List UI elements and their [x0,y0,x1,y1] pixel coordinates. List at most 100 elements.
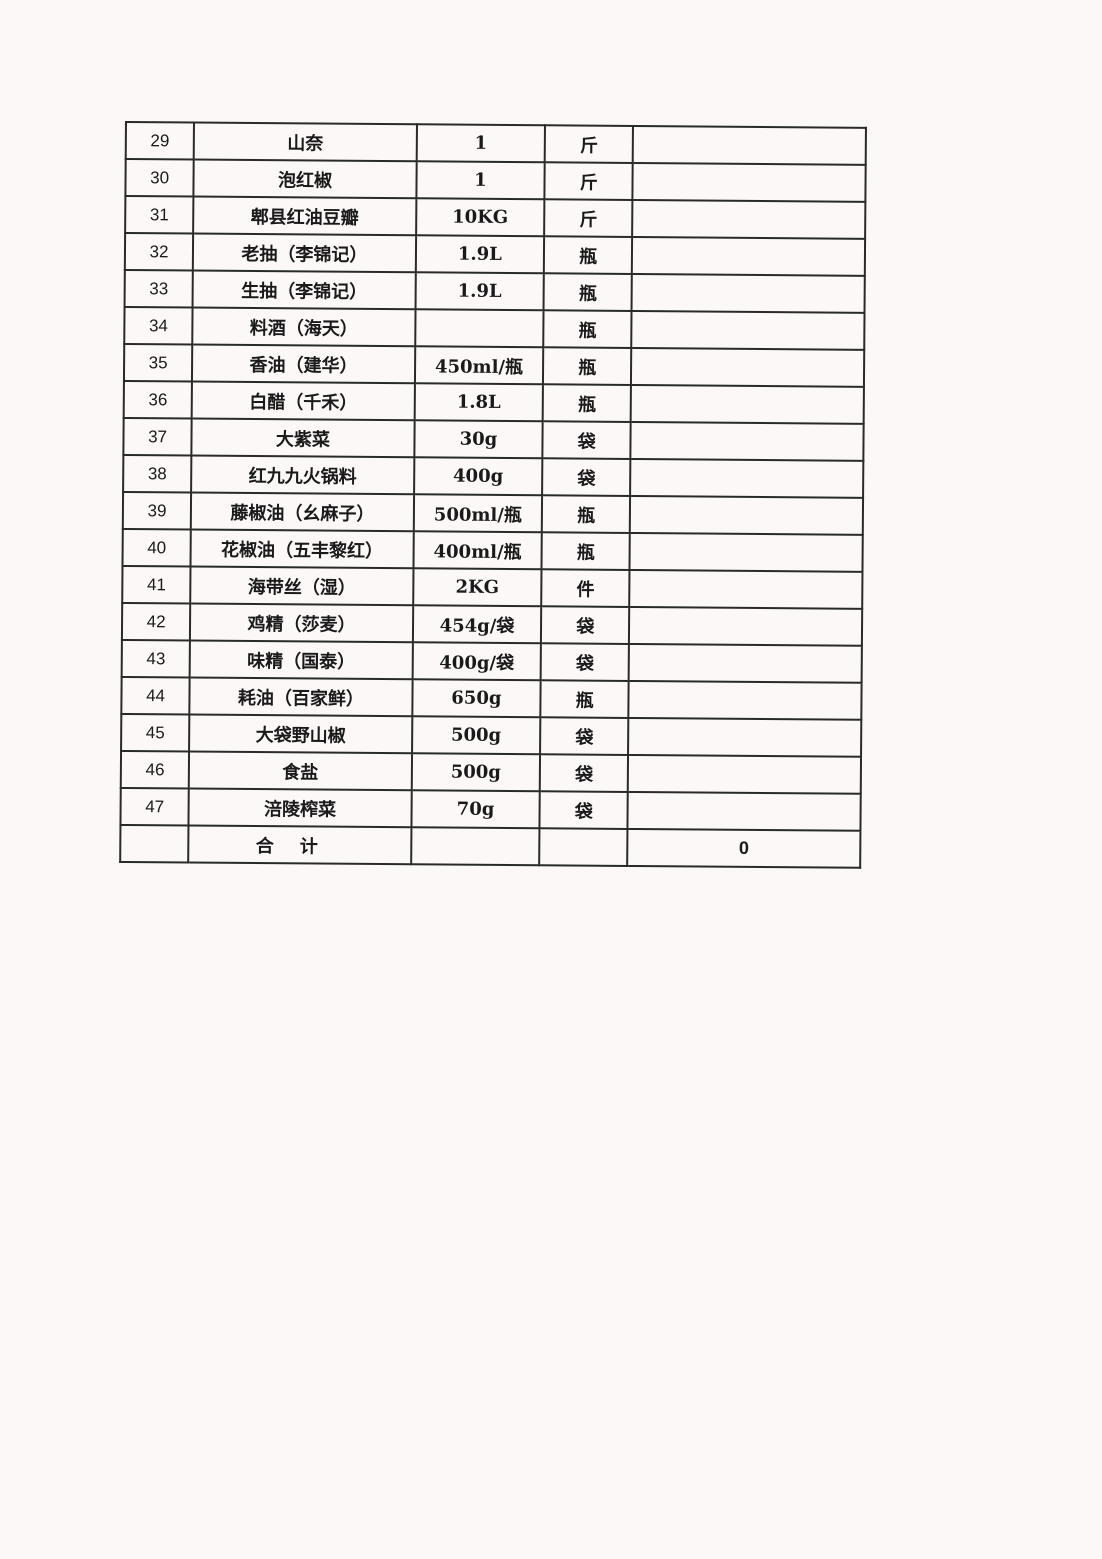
item-amount [630,384,864,424]
row-number: 39 [122,491,192,530]
item-unit: 瓶 [543,347,632,385]
item-unit: 袋 [539,791,629,829]
item-amount [628,754,862,794]
item-amount [631,347,865,387]
row-number: 35 [123,344,193,382]
item-spec: 2KG [412,568,542,607]
row-number: 37 [123,417,192,456]
item-name: 食盐 [188,751,412,791]
item-spec: 400ml/瓶 [413,531,542,570]
item-spec: 454g/袋 [412,605,542,644]
item-amount [632,162,866,202]
table-row: 45 大袋野山椒 500g 袋 [121,713,862,757]
item-name: 花椒油（五丰黎红） [190,529,414,569]
item-unit: 瓶 [543,273,633,311]
item-spec: 1 [416,161,545,200]
table-row: 46 食盐 500g 袋 [120,750,862,794]
item-spec: 1.8L [414,383,544,422]
row-number: 29 [125,122,195,160]
table-row: 37 大紫菜 30g 袋 [123,417,864,461]
total-spec-cell [410,827,540,866]
item-unit: 瓶 [541,495,631,533]
table-row: 41 海带丝（湿） 2KG 件 [122,565,863,609]
item-unit: 袋 [539,754,629,792]
total-label: 合计 [188,825,412,865]
total-row: 合计 0 [120,824,861,868]
item-spec: 400g/袋 [412,642,542,681]
item-name: 藤椒油（幺麻子） [190,492,414,532]
item-name: 味精（国泰） [189,640,413,680]
item-list-table: 29 山奈 1 斤 30 泡红椒 1 斤 31 郫县红油豆瓣 10KG 斤 32 老抽（李锦记） 1.9L 瓶… [119,121,867,869]
table-row: 32 老抽（李锦记） 1.9L 瓶 [124,233,866,276]
table-row: 30 泡红椒 1 斤 [125,159,866,202]
item-name: 耗油（百家鲜） [189,677,413,717]
total-value: 0 [627,828,861,868]
item-spec: 1.9L [415,235,545,274]
item-amount [628,717,862,757]
item-amount [627,791,861,831]
item-unit: 袋 [542,421,631,459]
table-row: 34 料酒（海天） 瓶 [124,307,865,350]
item-unit: 袋 [540,643,630,681]
item-unit: 袋 [542,458,631,496]
item-name: 泡红椒 [193,159,417,199]
item-spec: 30g [414,420,543,459]
item-amount [630,458,864,498]
item-amount [628,643,862,683]
item-name: 大袋野山椒 [189,714,413,754]
item-name: 大紫菜 [191,418,415,458]
item-amount [632,199,866,239]
table-body: 29 山奈 1 斤 30 泡红椒 1 斤 31 郫县红油豆瓣 10KG 斤 32 老抽（李锦记） 1.9L 瓶… [120,122,866,831]
item-name: 海带丝（湿） [190,566,414,606]
row-number: 31 [125,196,194,234]
item-amount [629,532,863,572]
item-amount [629,606,863,646]
item-amount [630,421,864,461]
item-name: 涪陵榨菜 [188,788,412,828]
item-spec: 1.9L [415,272,544,311]
table-row: 31 郫县红油豆瓣 10KG 斤 [125,196,866,239]
row-number: 47 [120,787,189,826]
table-row: 29 山奈 1 斤 [125,122,866,165]
item-amount [630,495,864,535]
item-amount [628,680,862,720]
item-spec: 70g [411,790,540,829]
table-row: 44 耗油（百家鲜） 650g 瓶 [121,676,862,720]
table-row: 38 红九九火锅料 400g 袋 [123,454,864,498]
item-unit: 瓶 [542,384,632,422]
item-unit: 瓶 [540,680,629,718]
item-spec: 500g [411,716,541,755]
table-row: 47 涪陵榨菜 70g 袋 [120,787,861,831]
item-name: 山奈 [193,122,417,162]
item-unit: 袋 [540,717,629,755]
item-unit: 瓶 [541,532,631,570]
row-number: 36 [123,380,193,419]
item-unit: 瓶 [543,236,633,274]
item-spec: 450ml/瓶 [414,346,544,385]
item-unit: 袋 [541,606,630,644]
row-number: 30 [125,159,194,197]
total-no-cell [120,824,189,863]
item-spec: 400g [413,457,543,496]
row-number: 43 [121,639,191,678]
item-amount [631,273,865,313]
row-number: 40 [122,528,191,567]
item-unit: 件 [541,569,630,607]
row-number: 33 [124,270,193,308]
item-name: 生抽（李锦记） [192,270,416,310]
item-spec: 500ml/瓶 [413,494,543,533]
item-unit: 斤 [544,162,634,200]
total-unit-cell [539,828,628,866]
item-amount [631,310,865,350]
item-amount [629,569,863,609]
item-spec [415,309,544,348]
item-name: 香油（建华） [192,344,416,384]
table-row: 42 鸡精（莎麦） 454g/袋袋 [121,602,863,646]
row-number: 38 [123,454,192,493]
item-spec: 500g [411,753,541,792]
item-name: 老抽（李锦记） [192,233,416,273]
row-number: 34 [124,307,193,345]
row-number: 42 [121,602,191,641]
row-number: 32 [124,233,194,271]
row-number: 44 [121,676,190,715]
